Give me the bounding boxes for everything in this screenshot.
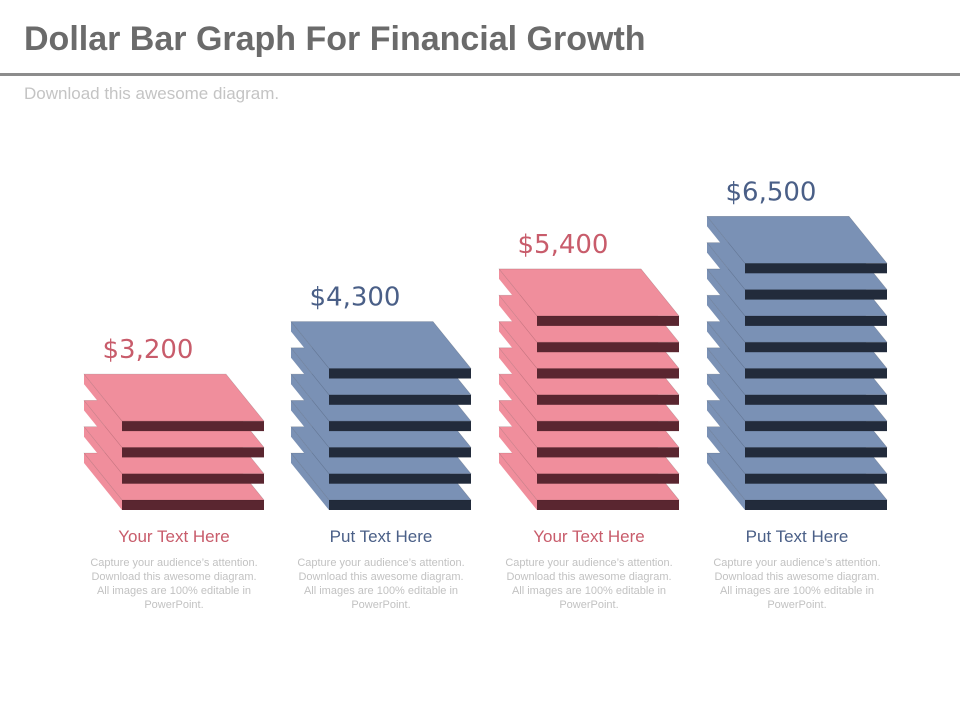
plate-side-face [499,426,537,484]
plate-front-edge [329,473,471,484]
plate-front-edge [329,421,471,432]
bar-value-label: $6,500 [726,177,817,207]
bar-plate [290,321,472,379]
plate-side-face [707,216,745,274]
plate-front-edge [745,289,887,300]
plate-front-edge [329,500,471,510]
plate-front-edge [537,315,679,326]
bar-label-description: Capture your audience’s attention. Downl… [297,557,465,611]
plate-front-edge [745,447,887,458]
plate-front-edge [537,421,679,432]
bar-label-heading: Put Text Here [329,527,433,546]
bar-label-1: Your Text Here Capture your audience’s a… [84,527,264,612]
bar-label-heading: Put Text Here [745,527,849,546]
plate-front-edge [537,342,679,353]
plate-front-edge [745,421,887,432]
plate-front-edge [745,368,887,379]
bar-3: $5,400 [498,230,680,510]
plate-side-face [291,426,329,484]
plate-side-face [707,242,745,300]
plate-side-face [707,426,745,484]
plate-side-face [499,321,537,379]
plate-side-face [291,347,329,405]
plate-side-face [499,400,537,458]
bar-2: $4,300 [290,283,472,510]
bar-label-description: Capture your audience’s attention. Downl… [713,557,881,611]
bar-value-label: $3,200 [103,335,194,365]
page-title: Dollar Bar Graph For Financial Growth [24,20,646,58]
plate-front-edge [745,394,887,405]
plate-side-face [707,295,745,353]
plate-front-edge [122,421,264,432]
plate-side-face [84,453,122,510]
plate-side-face [499,347,537,405]
plate-front-edge [537,394,679,405]
plate-side-face [707,347,745,405]
plate-front-edge [745,263,887,274]
bar-4: $6,500 [706,177,888,510]
bar-plate [706,216,888,274]
plate-front-edge [745,342,887,353]
title-divider [0,73,960,76]
bar-label-heading: Your Text Here [533,527,645,546]
bar-value-label: $4,300 [310,283,401,313]
plate-top-face [290,321,472,369]
plate-side-face [707,400,745,458]
plate-side-face [707,321,745,379]
plate-front-edge [537,473,679,484]
bar-1: $3,200 [83,335,265,510]
plate-front-edge [122,447,264,458]
bar-label-2: Put Text Here Capture your audience’s at… [291,527,471,612]
bar-label-description: Capture your audience’s attention. Downl… [505,557,673,611]
bar-label-description: Capture your audience’s attention. Downl… [90,557,258,611]
plate-front-edge [745,315,887,326]
plate-side-face [499,268,537,326]
bar-value-label: $5,400 [518,230,609,260]
plate-top-face [83,373,265,422]
plate-front-edge [537,368,679,379]
bar-plate [498,268,680,326]
plate-side-face [84,426,122,484]
plate-top-face [498,268,680,317]
bar-plate [83,373,265,432]
plate-front-edge [329,447,471,458]
bar-label-3: Your Text Here Capture your audience’s a… [499,527,679,612]
bar-label-4: Put Text Here Capture your audience’s at… [707,527,887,612]
plate-front-edge [329,394,471,405]
bar-label-heading: Your Text Here [118,527,230,546]
plate-front-edge [745,500,887,510]
plate-side-face [291,400,329,458]
plate-side-face [499,295,537,353]
plate-top-face [706,216,888,264]
plate-side-face [707,374,745,432]
plate-front-edge [537,447,679,458]
plate-front-edge [122,500,264,510]
plate-front-edge [745,473,887,484]
plate-side-face [707,453,745,510]
plate-front-edge [122,473,264,484]
plate-side-face [499,374,537,432]
plate-front-edge [537,500,679,510]
plate-side-face [84,400,122,458]
plate-side-face [291,321,329,379]
plate-side-face [499,453,537,510]
plate-side-face [707,268,745,326]
plate-side-face [291,374,329,432]
plate-side-face [291,453,329,510]
plate-side-face [84,374,122,432]
page-subtitle: Download this awesome diagram. [24,84,280,103]
plate-front-edge [329,368,471,379]
